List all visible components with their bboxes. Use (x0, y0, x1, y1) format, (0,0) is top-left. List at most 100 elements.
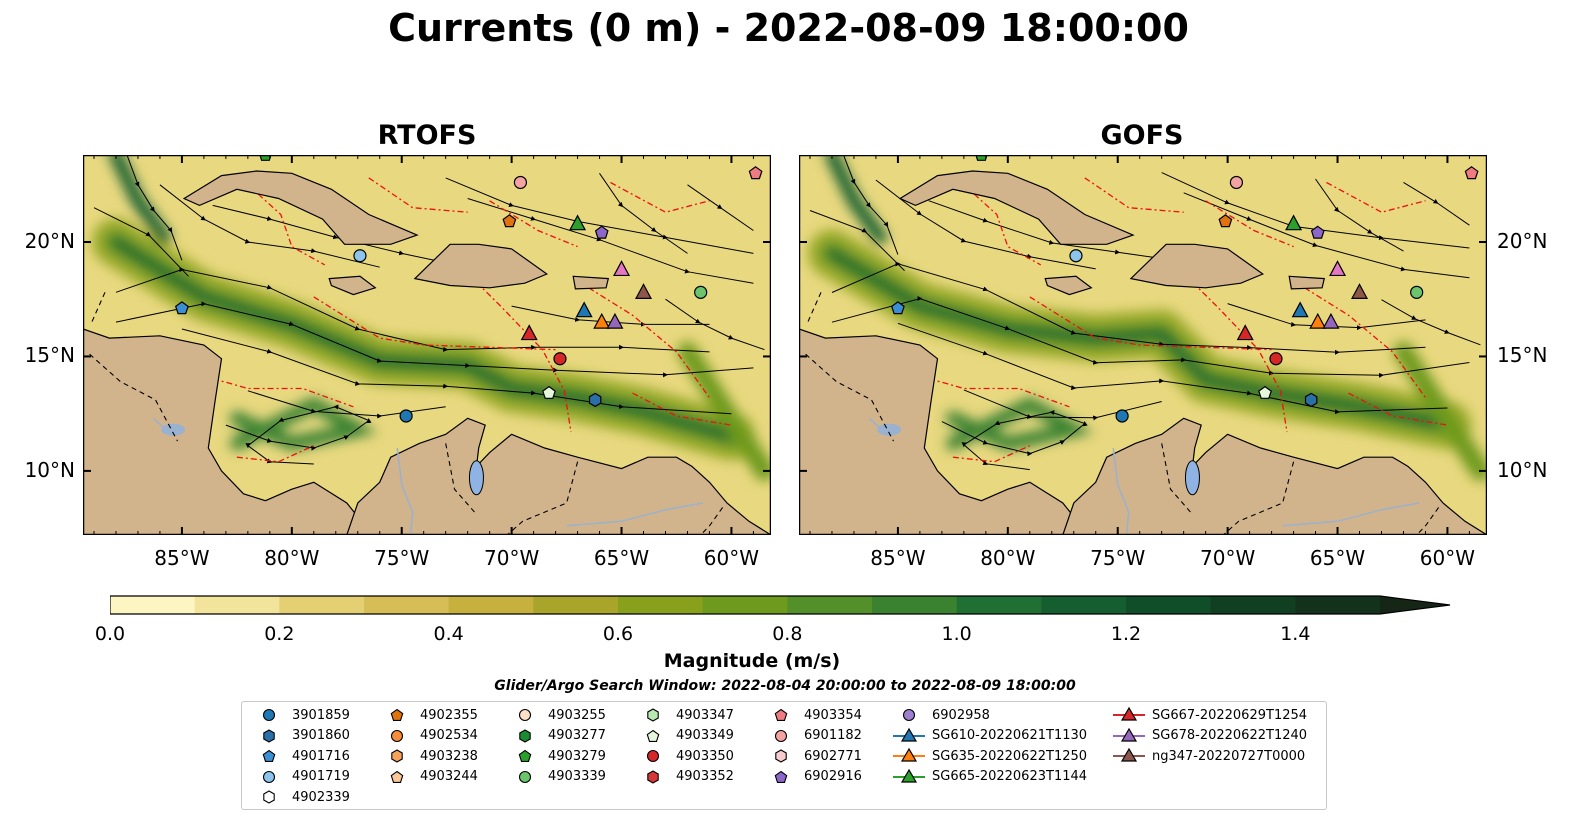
lon-tick-label: 60°W (703, 546, 760, 570)
border-line (1222, 461, 1295, 535)
marker-SG678-20220622T1240[interactable] (606, 312, 624, 329)
marker-6901182[interactable] (513, 175, 528, 190)
border-line (506, 461, 579, 535)
legend-item: 4902355 (380, 705, 478, 725)
marker-ng347-20220727T0000[interactable] (635, 283, 653, 299)
land (83, 155, 771, 535)
legend-label: 4903354 (804, 707, 862, 723)
colorbar-tick-label: 1.0 (941, 623, 972, 645)
lat-tick-label-left: 10°N (24, 457, 75, 482)
marker-4903339[interactable] (694, 285, 708, 299)
red-dashdot-lines (199, 177, 732, 463)
legend-item: 4903277 (508, 726, 606, 746)
colorbar-tick-label: 1.2 (1110, 623, 1142, 645)
marker-4903349[interactable] (1258, 385, 1272, 399)
land-cuba (182, 170, 419, 245)
marker-SG635-20220622T1250[interactable] (593, 312, 611, 329)
colorbar-segment (956, 596, 1042, 614)
map-panel-gofs[interactable] (799, 155, 1487, 535)
border-line (700, 507, 724, 535)
hexagon-marker-icon (263, 728, 275, 743)
colorbar-segment (1126, 596, 1212, 614)
triangle-marker-icon (893, 747, 925, 762)
pentagon-marker-icon (390, 770, 404, 783)
legend-label: SG635-20220622T1250 (932, 748, 1088, 764)
marker-4901716[interactable] (174, 301, 189, 315)
marker-4903279[interactable] (975, 155, 988, 161)
legend-item: 6902916 (764, 767, 862, 787)
marker-4901716[interactable] (890, 301, 905, 315)
dashdot-line (313, 296, 556, 351)
rivers (868, 417, 1420, 535)
streamline (897, 322, 1448, 415)
marker-4903279[interactable] (259, 155, 272, 161)
legend-item: 4903279 (508, 746, 606, 766)
colorbar-label: Magnitude (m/s) (663, 650, 841, 672)
marker-SG665-20220623T1144[interactable] (1285, 214, 1303, 231)
marker-3901859[interactable] (1115, 409, 1129, 423)
dashdot-line (963, 184, 1042, 266)
river (152, 417, 172, 435)
dashdot-line (489, 200, 578, 248)
dashdot-line (1304, 287, 1427, 399)
marker-SG665-20220623T1144[interactable] (569, 214, 587, 231)
marker-3901859[interactable] (399, 409, 413, 423)
marker-3901860[interactable] (588, 392, 602, 408)
dashdot-line (632, 392, 732, 426)
legend-label: 4903339 (548, 769, 606, 784)
circle-marker-icon (902, 708, 916, 722)
map-panel-rtofs[interactable] (83, 155, 771, 535)
lon-tick-label: 80°W (264, 546, 320, 570)
marker-3901860[interactable] (1304, 392, 1318, 408)
land-south-america (1062, 417, 1487, 535)
marker-SG635-20220622T1250[interactable] (1309, 312, 1327, 329)
marker-4901719[interactable] (353, 249, 367, 263)
legend-item: ng347-20220727T0000 (1112, 746, 1305, 766)
marker-ng357-20220803T0000[interactable] (613, 260, 631, 277)
marker-4902355[interactable] (1218, 214, 1233, 228)
marker-SG678-20220622T1240[interactable] (1322, 312, 1340, 329)
lon-tick-label: 80°W (980, 546, 1036, 570)
land-puerto-rico (1288, 275, 1326, 290)
marker-4903354[interactable] (1464, 166, 1479, 180)
marker-4903349[interactable] (542, 385, 556, 399)
marker-4903354[interactable] (748, 166, 763, 180)
border-line (807, 292, 822, 323)
streamline (809, 210, 905, 271)
legend-item: SG665-20220623T1144 (892, 767, 1087, 787)
marker-ng347-20220727T0000[interactable] (1351, 283, 1369, 299)
observation-markers (890, 155, 1479, 423)
marker-SG610-20220621T1130[interactable] (1291, 301, 1309, 318)
streamline (225, 404, 372, 465)
marker-4903350[interactable] (553, 352, 567, 366)
streamline (599, 173, 688, 254)
legend-item: 6901182 (764, 726, 862, 746)
lat-tick-label-left: 15°N (24, 343, 75, 368)
legend-item: SG667-20220629T1254 (1112, 705, 1307, 725)
legend-item: 6902771 (764, 746, 862, 766)
marker-4902355[interactable] (502, 214, 517, 228)
legend-item: 4903238 (380, 746, 478, 766)
marker-6902916[interactable] (1310, 225, 1325, 239)
legend-label: 4902534 (420, 728, 478, 743)
lon-tick-label: 75°W (1090, 546, 1146, 570)
circle-marker-icon (390, 729, 404, 742)
marker-SG610-20220621T1130[interactable] (575, 301, 593, 318)
streamline (212, 204, 468, 268)
marker-4903350[interactable] (1269, 352, 1283, 366)
marker-6901182[interactable] (1229, 175, 1244, 190)
land-jamaica (1044, 275, 1093, 296)
marker-4901719[interactable] (1069, 249, 1083, 263)
river (1282, 502, 1420, 527)
observation-markers (174, 155, 763, 423)
streamline (875, 179, 1096, 270)
streamline (181, 328, 732, 415)
marker-SG667-20220629T1254[interactable] (1236, 324, 1254, 341)
legend-label: SG665-20220623T1144 (932, 769, 1088, 784)
marker-SG667-20220629T1254[interactable] (520, 324, 538, 341)
marker-ng357-20220803T0000[interactable] (1329, 260, 1347, 277)
dashdot-line (1029, 296, 1272, 351)
border-line (805, 353, 894, 442)
marker-6902916[interactable] (594, 225, 609, 239)
marker-4903339[interactable] (1410, 285, 1424, 299)
